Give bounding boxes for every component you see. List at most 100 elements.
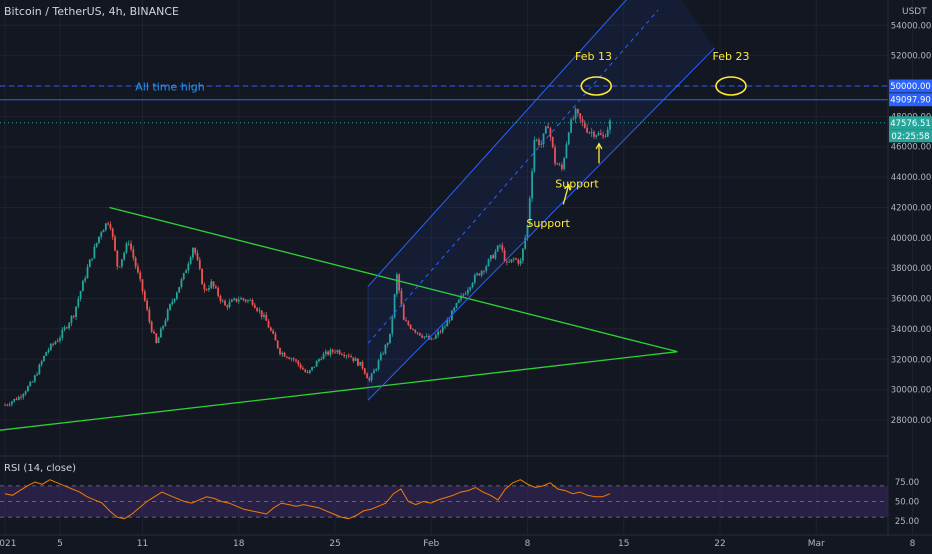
candle-body [185, 270, 187, 274]
grid-lines [0, 0, 913, 534]
price-tick-label: 36000.00 [891, 295, 932, 305]
candle-body [441, 326, 444, 332]
arrow-head [595, 142, 603, 150]
candle-body [132, 249, 135, 258]
candle-body [61, 329, 64, 338]
candle-body [405, 320, 407, 322]
candle-body [235, 298, 238, 302]
candle-body [77, 298, 80, 307]
candle-body [503, 250, 506, 262]
candle-body [384, 344, 387, 354]
time-tick-label: 22 [714, 539, 725, 549]
candle-body [159, 328, 162, 338]
candle-body [36, 374, 38, 376]
candle-body [361, 361, 364, 369]
candle-body [421, 335, 423, 338]
candle-body [82, 280, 84, 292]
candle-body [528, 198, 531, 226]
triangle-lower-line [0, 351, 678, 431]
candle-body [572, 118, 575, 120]
candle-body [272, 330, 275, 334]
candle-body [297, 360, 300, 365]
candle-body [489, 255, 492, 260]
candle-body [155, 333, 158, 344]
candle-body [125, 243, 128, 253]
candle-body [88, 259, 91, 268]
candle-body [448, 320, 451, 322]
candle-body [471, 282, 474, 288]
candle-body [249, 300, 252, 301]
price-tick-label: 52000.00 [891, 52, 932, 62]
candle-body [586, 127, 588, 133]
candle-body [375, 368, 378, 371]
candle-body [554, 147, 556, 164]
candle-body [17, 396, 20, 400]
candle-body [153, 331, 155, 334]
price-tag-label: 50000.00 [890, 82, 931, 92]
candle-body [574, 109, 577, 119]
candle-body [100, 232, 103, 237]
candle-body [230, 299, 233, 302]
rsi-title[interactable]: RSI (14, close) [4, 463, 76, 474]
candle-body [345, 355, 348, 357]
candle-body [269, 327, 272, 331]
candle-body [318, 359, 320, 362]
candle-body [533, 139, 536, 172]
symbol-title[interactable]: Bitcoin / TetherUS, 4h, BINANCE [4, 5, 179, 18]
candle-body [324, 351, 327, 355]
candle-body [460, 295, 462, 300]
candle-body [322, 354, 325, 360]
chart-drawings [0, 0, 888, 431]
candle-body [519, 260, 522, 264]
candle-body [86, 267, 89, 279]
countdown-label: 02:25:58 [891, 132, 929, 142]
candle-body [412, 328, 414, 330]
time-axis[interactable]: 2021 5 11 18 25 Feb 8 15 22 Mar 8 [0, 539, 916, 549]
candle-body [95, 242, 98, 247]
candle-body [604, 136, 607, 138]
candle-body [395, 274, 398, 295]
candle-body [93, 246, 96, 259]
candle-body [320, 359, 323, 360]
candle-body [551, 136, 554, 148]
candle-body [306, 371, 309, 373]
highlight-circle [580, 76, 613, 96]
price-axis[interactable]: 28000.00 30000.00 32000.00 34000.00 36000.00… [889, 21, 932, 527]
candle-body [120, 259, 123, 267]
candle-body [549, 128, 552, 137]
candle-body [437, 331, 440, 336]
candle-body [563, 158, 566, 170]
candle-body [107, 223, 110, 225]
price-tick-label: 40000.00 [891, 234, 932, 244]
candle-body [290, 358, 293, 360]
candle-body [40, 361, 43, 365]
candle-body [570, 119, 572, 133]
candle-body [43, 355, 45, 362]
candle-body [285, 356, 288, 358]
candle-body [201, 268, 203, 285]
candle-body [192, 247, 194, 258]
price-tick-label: 54000.00 [891, 21, 932, 31]
candle-body [233, 298, 236, 300]
candle-body [15, 398, 18, 400]
time-tick-label: Feb [423, 539, 439, 549]
annotation-label: Feb 13 [575, 50, 612, 63]
candle-body [382, 353, 385, 355]
highlight-circle [715, 76, 747, 96]
candle-body [217, 287, 220, 296]
candle-body [253, 304, 256, 309]
candle-body [258, 310, 261, 312]
candle-body [480, 270, 483, 276]
candle-body [467, 289, 469, 294]
candle-body [260, 310, 263, 317]
candle-body [444, 326, 446, 328]
candle-body [357, 358, 359, 366]
time-tick-label: 25 [329, 539, 340, 549]
candle-body [432, 338, 435, 340]
candle-body [331, 349, 334, 352]
candle-body [134, 257, 137, 267]
candle-body [244, 299, 247, 302]
candle-body [505, 261, 508, 263]
